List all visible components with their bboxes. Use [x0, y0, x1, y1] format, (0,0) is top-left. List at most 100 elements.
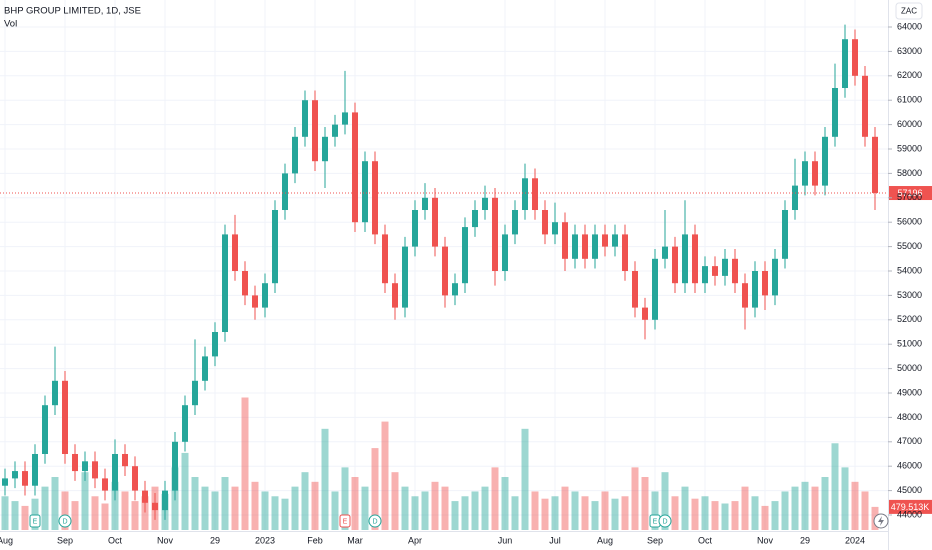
x-tick-label: 2023 — [255, 535, 275, 545]
volume-bar — [621, 496, 629, 530]
candle-body — [462, 227, 468, 284]
currency-label[interactable]: ZAC — [901, 7, 917, 16]
candle-body — [722, 258, 728, 276]
volume-bar — [21, 505, 29, 530]
candle-body — [732, 258, 738, 284]
candle-body — [102, 478, 108, 491]
candle-body — [442, 246, 448, 296]
candle-body — [782, 210, 788, 259]
volume-bar — [521, 428, 529, 530]
candle-body — [412, 210, 418, 247]
candle-body — [492, 197, 498, 272]
volume-bar — [391, 472, 399, 530]
last-volume-box — [889, 499, 932, 514]
x-tick-label: Oct — [108, 535, 123, 545]
candle-body — [652, 258, 658, 320]
x-tick-label: Mar — [347, 535, 363, 545]
candle-body — [772, 258, 778, 296]
candle-body — [472, 210, 478, 228]
y-tick-label: 47000 — [897, 436, 922, 446]
y-tick-label: 56000 — [897, 217, 922, 227]
volume-bar — [511, 496, 519, 530]
volume-bar — [751, 496, 759, 530]
y-tick-label: 49000 — [897, 387, 922, 397]
volume-bar — [141, 496, 149, 530]
volume-bar — [361, 486, 369, 530]
candle-body — [322, 136, 328, 162]
candle-body — [272, 210, 278, 284]
x-tick-label: Apr — [408, 535, 422, 545]
candle-body — [342, 112, 348, 125]
volume-bar — [101, 503, 109, 530]
y-tick-label: 48000 — [897, 412, 922, 422]
currency-box[interactable] — [895, 2, 923, 20]
candle-body — [312, 100, 318, 162]
volume-bar — [1, 496, 9, 530]
volume-bar — [651, 491, 659, 530]
candle-body — [152, 502, 158, 511]
y-tick-label: 59000 — [897, 143, 922, 153]
last-price-label: 57196 — [897, 188, 922, 198]
y-tick-label: 57000 — [897, 192, 922, 202]
volume-bar — [261, 491, 269, 530]
volume-bar — [601, 491, 609, 530]
volume-bar — [111, 481, 119, 530]
volume-bar — [371, 448, 379, 530]
candle-body — [642, 307, 648, 320]
volume-bar — [291, 486, 299, 530]
volume-bar — [51, 477, 59, 530]
candle-body — [602, 234, 608, 247]
candle-body — [92, 461, 98, 479]
candle-body — [132, 466, 138, 491]
candle-body — [362, 161, 368, 223]
candle-body — [392, 283, 398, 308]
y-tick-label: 50000 — [897, 363, 922, 373]
candle-body — [162, 490, 168, 511]
candle-body — [792, 185, 798, 211]
candle-body — [682, 234, 688, 284]
candle-body — [52, 380, 58, 406]
candle-body — [672, 246, 678, 284]
candle-body — [252, 295, 258, 308]
candle-body — [292, 136, 298, 174]
volume-bar — [641, 477, 649, 530]
event-label: E — [33, 518, 38, 525]
x-tick-label: Oct — [698, 535, 713, 545]
volume-bar — [611, 498, 619, 530]
volume-bar — [811, 486, 819, 530]
candle-body — [742, 283, 748, 308]
candle-body — [702, 266, 708, 284]
volume-bar — [791, 486, 799, 530]
candle-body — [282, 173, 288, 211]
candle-body — [522, 178, 528, 211]
volume-bar — [491, 467, 499, 530]
volume-bar — [411, 496, 419, 530]
volume-bar — [581, 496, 589, 530]
candle-body — [542, 210, 548, 235]
volume-bar — [301, 472, 309, 530]
candle-body — [212, 332, 218, 357]
volume-bar — [501, 477, 509, 530]
y-tick-label: 55000 — [897, 241, 922, 251]
candle-body — [752, 271, 758, 308]
volume-bar — [11, 501, 19, 530]
candle-body — [572, 234, 578, 259]
volume-bar — [61, 491, 69, 530]
candle-body — [402, 246, 408, 308]
volume-title: Vol — [4, 19, 17, 30]
candle-body — [872, 136, 878, 194]
x-tick-label: Sep — [647, 535, 663, 545]
volume-bar — [761, 505, 769, 530]
volume-bar — [831, 443, 839, 530]
volume-bar — [841, 467, 849, 530]
candle-body — [142, 490, 148, 503]
x-tick-label: 2024 — [845, 535, 865, 545]
candle-body — [222, 234, 228, 333]
y-tick-label: 62000 — [897, 70, 922, 80]
candle-body — [112, 453, 118, 491]
volume-bar — [801, 481, 809, 530]
volume-bar — [771, 501, 779, 530]
x-tick-label: Jul — [549, 535, 561, 545]
volume-bar — [861, 491, 869, 530]
